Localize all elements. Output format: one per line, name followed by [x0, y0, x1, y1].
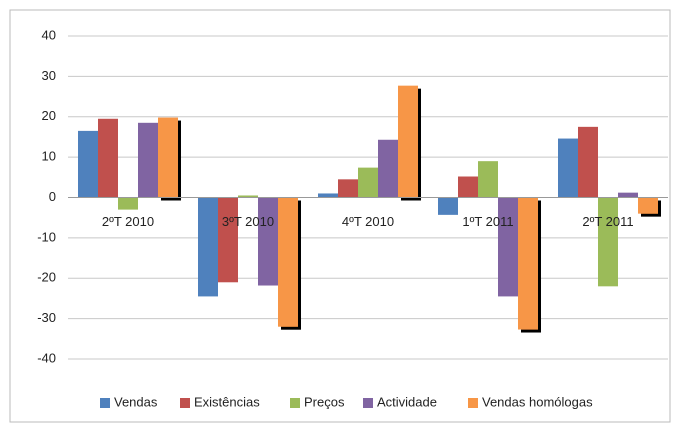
legend-label: Vendas homólogas — [482, 394, 593, 409]
bar — [338, 179, 358, 198]
x-tick-label: 1ºT 2011 — [462, 214, 513, 229]
x-tick-label: 3ºT 2010 — [222, 214, 274, 229]
bar — [478, 161, 498, 198]
bar — [358, 167, 378, 198]
bar — [498, 197, 518, 297]
y-tick-label: 40 — [42, 27, 56, 42]
bar — [618, 192, 638, 198]
legend-swatch — [363, 398, 373, 408]
legend-label: Existências — [194, 394, 260, 409]
bar — [198, 197, 218, 297]
bar — [378, 139, 398, 198]
legend-label: Vendas — [114, 394, 158, 409]
chart-frame — [9, 9, 671, 423]
bar — [578, 126, 598, 198]
bar — [258, 197, 278, 286]
x-tick-label: 4ºT 2010 — [342, 214, 394, 229]
y-tick-label: 0 — [49, 189, 56, 204]
legend-swatch — [468, 398, 478, 408]
bar — [438, 197, 458, 215]
bar — [98, 118, 118, 198]
y-tick-label: -30 — [37, 310, 56, 325]
legend-label: Preços — [304, 394, 345, 409]
bar — [238, 195, 258, 198]
bar — [398, 85, 418, 198]
bar — [638, 197, 658, 214]
y-tick-label: 20 — [42, 108, 56, 123]
bar — [518, 197, 538, 330]
y-tick-label: 30 — [42, 68, 56, 83]
x-tick-label: 2ºT 2010 — [102, 214, 154, 229]
bar — [78, 130, 98, 198]
legend-swatch — [180, 398, 190, 408]
bar — [598, 197, 618, 287]
y-tick-label: -40 — [37, 350, 56, 365]
bar — [158, 117, 178, 198]
y-tick-label: -20 — [37, 270, 56, 285]
y-tick-label: -10 — [37, 229, 56, 244]
bar — [118, 197, 138, 210]
bar — [138, 122, 158, 198]
legend-swatch — [100, 398, 110, 408]
bar — [278, 197, 298, 327]
bar — [558, 138, 578, 198]
legend-swatch — [290, 398, 300, 408]
bar — [318, 193, 338, 198]
bar — [458, 176, 478, 198]
legend-label: Actividade — [377, 394, 437, 409]
x-tick-label: 2ºT 2011 — [582, 214, 633, 229]
bar — [218, 197, 238, 283]
y-tick-label: 10 — [42, 149, 56, 164]
